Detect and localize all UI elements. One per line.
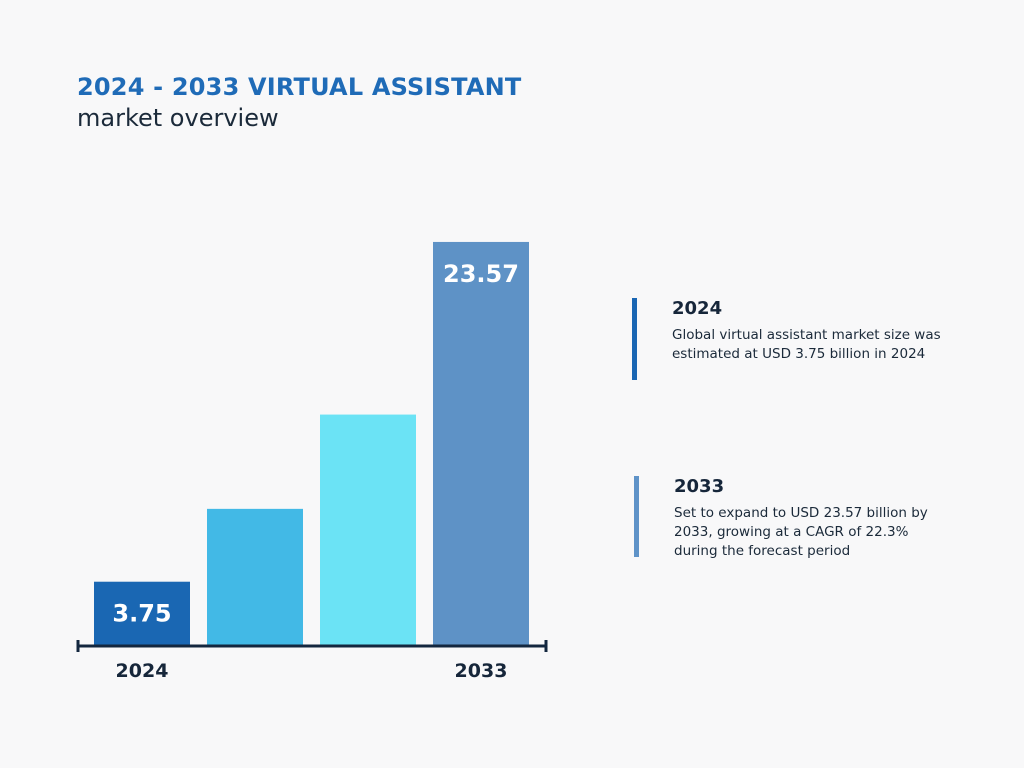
bar-value-label: 23.57 [443, 260, 519, 288]
note-accent-bar [634, 476, 639, 557]
note-2033: 2033 Set to expand to USD 23.57 billion … [634, 476, 934, 561]
x-tick-label: 2033 [455, 660, 508, 682]
note-2024: 2024 Global virtual assistant market siz… [632, 298, 941, 380]
bar-2033 [433, 241, 529, 646]
chart-title: 2024 - 2033 VIRTUAL ASSISTANT [77, 73, 522, 101]
bar-2024 [94, 581, 190, 646]
bar-series-2 [320, 414, 416, 646]
chart-subtitle: market overview [77, 104, 279, 132]
note-accent-bar [632, 298, 637, 380]
note-text: Set to expand to USD 23.57 billion by 20… [674, 505, 928, 559]
note-year: 2024 [672, 298, 723, 319]
note-text: Global virtual assistant market size was… [672, 327, 941, 362]
note-year: 2033 [674, 476, 725, 497]
bar-series-1 [207, 508, 303, 646]
x-tick-label: 2024 [116, 660, 169, 682]
bar-value-label: 3.75 [112, 600, 171, 628]
